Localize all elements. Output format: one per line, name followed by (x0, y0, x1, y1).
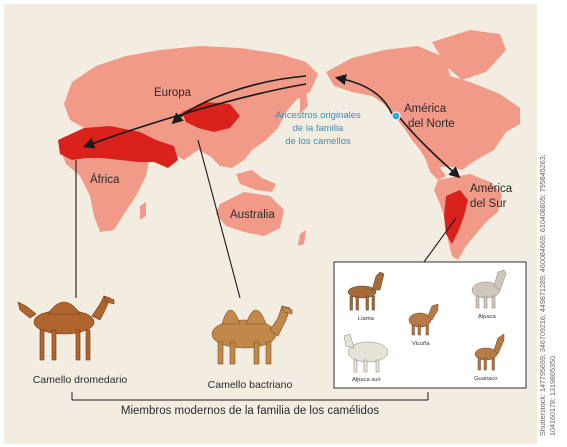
label-bactrian: Camello bactriano (208, 379, 293, 391)
origin-label: Ancestros originales de la familia de lo… (275, 110, 361, 147)
range-north-africa-arabia (58, 126, 178, 168)
label-vicuna: Vicuña (412, 341, 430, 347)
label-africa: África (90, 173, 120, 186)
pointer-lines (75, 139, 457, 299)
label-north-america-2: del Norte (408, 118, 455, 130)
label-dromedary: Camello dromedario (33, 374, 128, 386)
label-llama: Llama (358, 316, 375, 322)
central-america (426, 160, 446, 180)
route-to-africa (82, 83, 307, 149)
credit-line-1: Shutterstock: 147795699; 346709216; 4498… (538, 154, 547, 436)
south-american-inset: Llama Alpaca Vicuña (333, 261, 527, 389)
label-europe: Europa (154, 87, 192, 99)
label-alpaca-suri: Alpaca suri (352, 377, 381, 383)
label-alpaca: Alpaca (478, 314, 497, 320)
label-guanaco: Guanaco (474, 376, 498, 382)
origin-label-line-3: de los camellos (285, 136, 351, 147)
label-australia: Australia (230, 209, 275, 221)
sea-islands (236, 170, 276, 192)
route-to-south-america (399, 117, 461, 179)
label-south-america-1: América (470, 183, 513, 195)
guanaco-illustration (474, 333, 505, 371)
australia (216, 192, 284, 236)
north-america (326, 46, 520, 170)
bactrian-camel-illustration (211, 305, 293, 365)
pointer-bactrian (197, 139, 241, 299)
llama-illustration (347, 271, 385, 311)
label-north-america-1: América (404, 103, 447, 115)
route-to-bering (334, 74, 393, 115)
vicuna-illustration (408, 303, 439, 336)
origin-marker (391, 111, 401, 121)
origin-label-line-2: de la familia (293, 123, 344, 134)
greenland (432, 30, 506, 80)
dromedary-camel-illustration (17, 295, 115, 361)
pointer-inset (423, 217, 457, 263)
alpaca-suri-illustration (343, 333, 389, 373)
range-andes (444, 190, 468, 244)
madagascar (140, 202, 146, 220)
japan (300, 92, 308, 114)
caption: Miembros modernos de la familia de los c… (121, 405, 379, 417)
credit-line-2: 104160178; 1319865350 (548, 356, 557, 436)
members-bracket (71, 392, 429, 401)
credit: Shutterstock: 147795699; 346709216; 4498… (538, 154, 557, 436)
alpaca-illustration (471, 269, 507, 309)
new-zealand (298, 230, 306, 246)
region-labels: Europa África Australia América del Nort… (90, 87, 513, 221)
label-south-america-2: del Sur (470, 198, 507, 210)
migration-routes (82, 74, 461, 179)
origin-label-line-1: Ancestros originales (275, 110, 361, 121)
